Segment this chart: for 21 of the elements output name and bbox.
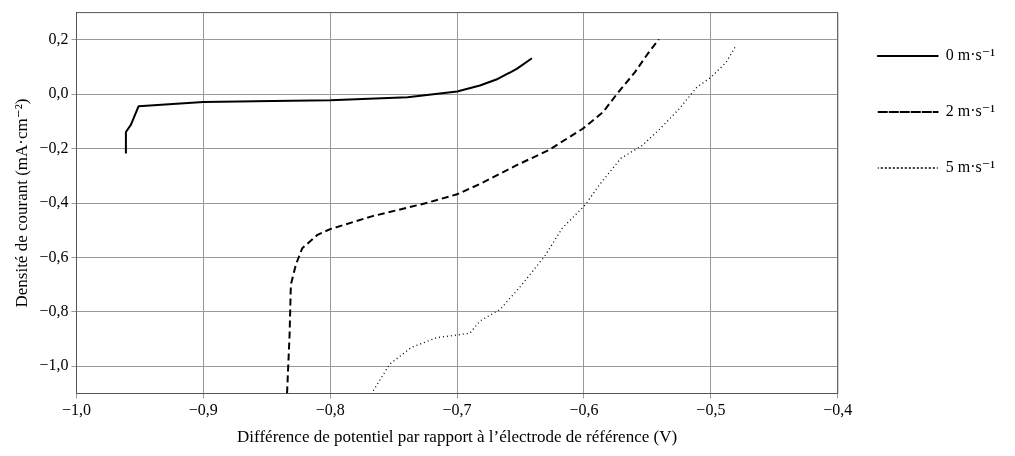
x-tick-label: −0,5 [696,401,726,419]
y-axis-title: Densité de courant (mA·cm⁻²) [11,98,31,308]
y-tick-label: −0,2 [39,138,69,156]
y-tick-label: −0,8 [39,302,69,319]
x-tick-label: −0,4 [823,401,853,419]
x-tick-label: −0,8 [315,401,345,419]
y-tick-label: 0,0 [48,84,69,102]
legend-label: 2 m·s⁻¹ [945,102,996,120]
y-tick-label: −1,0 [39,356,69,374]
y-tick-label: −0,4 [39,193,69,211]
x-tick-label: −1,0 [61,401,91,419]
x-tick-label: −0,6 [569,401,599,419]
y-tick-label: 0,2 [48,30,69,47]
x-tick-label: −0,9 [188,401,218,419]
line-series [286,38,660,394]
x-tick-label: −0,7 [442,401,472,419]
legend-label: 0 m·s⁻¹ [945,46,996,64]
x-axis-title: Différence de potentiel par rapport à l’électrode de référence (V) [237,427,678,447]
legend-label: 5 m·s⁻¹ [945,158,996,176]
y-tick-label: −0,6 [39,247,69,265]
line-series [372,44,737,392]
